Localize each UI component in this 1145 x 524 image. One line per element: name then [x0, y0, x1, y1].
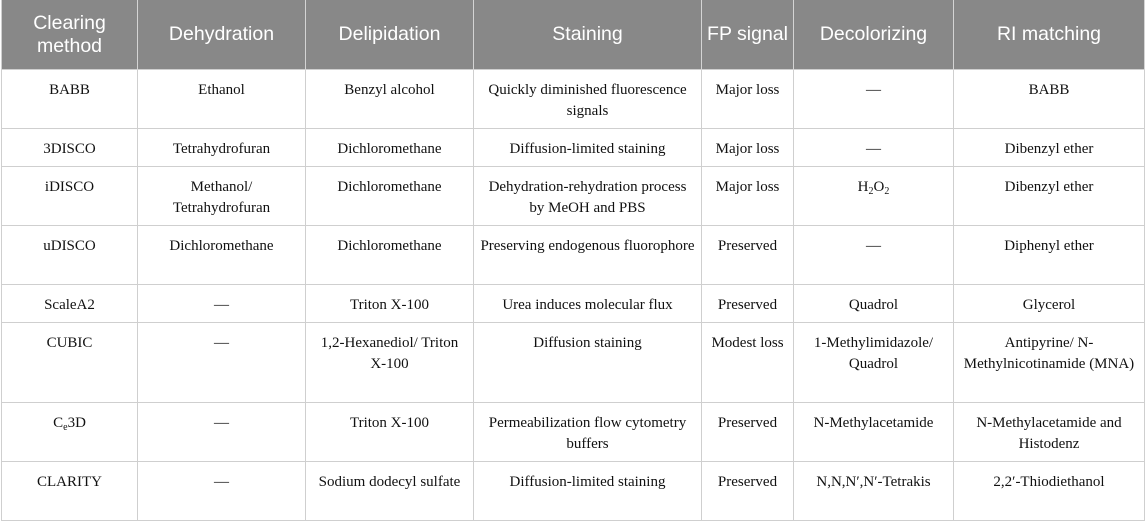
cell-decolorizing: N,N,N′,N′-Tetrakis — [793, 461, 954, 521]
cell-delipidation: Dichloromethane — [305, 166, 474, 226]
cell-ri-matching: Dibenzyl ether — [953, 166, 1145, 226]
table-row: BABB Ethanol Benzyl alcohol Quickly dimi… — [1, 69, 1145, 129]
cell-delipidation: Dichloromethane — [305, 128, 474, 167]
cell-dehydration: — — [137, 284, 306, 323]
cell-method: Ce3D — [1, 402, 138, 462]
header-fp-signal: FP signal — [701, 0, 794, 70]
cell-staining: Diffusion-limited staining — [473, 128, 702, 167]
cell-fp-signal: Preserved — [701, 284, 794, 323]
cell-fp-signal: Preserved — [701, 402, 794, 462]
table-row: CUBIC — 1,2-Hexanediol/ Triton X-100 Dif… — [1, 322, 1145, 403]
cell-dehydration: — — [137, 402, 306, 462]
cell-ri-matching: BABB — [953, 69, 1145, 129]
cell-ri-matching: 2,2′-Thiodiethanol — [953, 461, 1145, 521]
cell-decolorizing: H2O2 — [793, 166, 954, 226]
cell-decolorizing: — — [793, 128, 954, 167]
cell-staining: Quickly diminished fluorescence signals — [473, 69, 702, 129]
cell-dehydration: Tetrahydrofuran — [137, 128, 306, 167]
table-header-row: Clearing method Dehydration Delipidation… — [1, 0, 1145, 70]
cell-delipidation: Triton X-100 — [305, 402, 474, 462]
cell-decolorizing: N-Methylacetamide — [793, 402, 954, 462]
cell-fp-signal: Preserved — [701, 461, 794, 521]
cell-dehydration: Methanol/ Tetrahydrofuran — [137, 166, 306, 226]
cell-dehydration: — — [137, 461, 306, 521]
header-dehydration: Dehydration — [137, 0, 306, 70]
cell-method: ScaleA2 — [1, 284, 138, 323]
cell-dehydration: Ethanol — [137, 69, 306, 129]
cell-method: CUBIC — [1, 322, 138, 403]
cell-method: 3DISCO — [1, 128, 138, 167]
cell-dehydration: Dichloromethane — [137, 225, 306, 285]
header-staining: Staining — [473, 0, 702, 70]
cell-decolorizing: Quadrol — [793, 284, 954, 323]
cell-delipidation: Sodium dodecyl sulfate — [305, 461, 474, 521]
cell-staining: Urea induces molecular flux — [473, 284, 702, 323]
cell-dehydration: — — [137, 322, 306, 403]
cell-method: uDISCO — [1, 225, 138, 285]
cell-delipidation: Dichloromethane — [305, 225, 474, 285]
cell-ri-matching: Antipyrine/ N-Methylnicotinamide (MNA) — [953, 322, 1145, 403]
table-row: CLARITY — Sodium dodecyl sulfate Diffusi… — [1, 461, 1145, 521]
cell-method: BABB — [1, 69, 138, 129]
cell-delipidation: Benzyl alcohol — [305, 69, 474, 129]
table-row: uDISCO Dichloromethane Dichloromethane P… — [1, 225, 1145, 285]
cell-method: iDISCO — [1, 166, 138, 226]
cell-staining: Permeabilization flow cytometry buffers — [473, 402, 702, 462]
header-ri-matching: RI matching — [953, 0, 1145, 70]
cell-decolorizing: — — [793, 69, 954, 129]
cell-fp-signal: Major loss — [701, 166, 794, 226]
table-row: iDISCO Methanol/ Tetrahydrofuran Dichlor… — [1, 166, 1145, 226]
cell-fp-signal: Major loss — [701, 69, 794, 129]
cell-fp-signal: Modest loss — [701, 322, 794, 403]
cell-ri-matching: Glycerol — [953, 284, 1145, 323]
cell-staining: Preserving endogenous fluorophore — [473, 225, 702, 285]
cell-decolorizing: 1-Methylimidazole/ Quadrol — [793, 322, 954, 403]
header-delipidation: Delipidation — [305, 0, 474, 70]
header-decolorizing: Decolorizing — [793, 0, 954, 70]
table-row: 3DISCO Tetrahydrofuran Dichloromethane D… — [1, 128, 1145, 167]
cell-staining: Diffusion-limited staining — [473, 461, 702, 521]
cell-staining: Dehydration-rehydration process by MeOH … — [473, 166, 702, 226]
table-row: Ce3D — Triton X-100 Permeabilization flo… — [1, 402, 1145, 462]
cell-fp-signal: Major loss — [701, 128, 794, 167]
cell-delipidation: Triton X-100 — [305, 284, 474, 323]
cell-method: CLARITY — [1, 461, 138, 521]
cell-fp-signal: Preserved — [701, 225, 794, 285]
cell-delipidation: 1,2-Hexanediol/ Triton X-100 — [305, 322, 474, 403]
table-row: ScaleA2 — Triton X-100 Urea induces mole… — [1, 284, 1145, 323]
cell-ri-matching: Dibenzyl ether — [953, 128, 1145, 167]
cell-staining: Diffusion staining — [473, 322, 702, 403]
cell-decolorizing: — — [793, 225, 954, 285]
header-clearing-method: Clearing method — [1, 0, 138, 70]
cell-ri-matching: N-Methylacetamide and Histodenz — [953, 402, 1145, 462]
cell-ri-matching: Diphenyl ether — [953, 225, 1145, 285]
